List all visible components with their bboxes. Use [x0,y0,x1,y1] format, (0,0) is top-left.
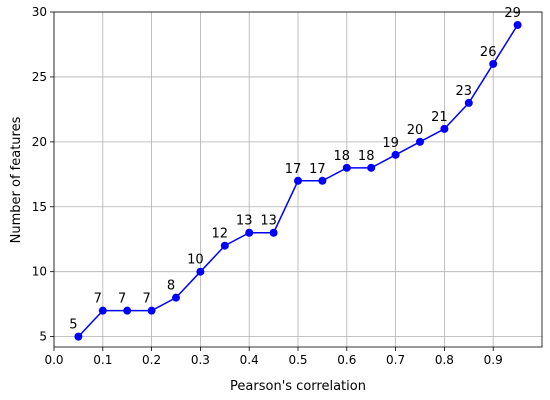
y-axis-title: Number of features [9,116,24,243]
data-label: 13 [236,214,253,229]
data-point [464,98,473,107]
x-tick-label: 0.1 [93,353,112,367]
data-label: 12 [212,227,229,242]
data-point [147,306,156,315]
data-label: 5 [69,318,77,333]
x-tick-label: 0.4 [240,353,259,367]
data-label: 13 [260,214,277,229]
x-tick-label: 0.3 [191,353,210,367]
data-point [294,176,302,185]
data-label: 20 [407,123,424,138]
data-point [318,176,327,185]
data-point [245,228,254,237]
y-tick-label: 15 [32,200,47,214]
data-label: 23 [456,84,473,99]
x-tick-label: 0.2 [142,353,161,367]
data-label: 7 [118,292,126,307]
data-label: 8 [167,279,175,294]
data-points [74,20,522,341]
y-axis-ticks: 5 10 15 20 25 30 [32,5,54,344]
data-label: 7 [94,292,102,307]
data-label: 10 [187,253,204,268]
data-label: 7 [142,292,150,307]
data-point [489,59,498,68]
y-tick-label: 5 [39,330,47,344]
data-label: 19 [382,136,399,151]
data-point [513,20,522,29]
x-axis-title: Pearson's correlation [230,379,366,394]
data-point [123,306,132,315]
data-label: 17 [285,162,302,177]
x-tick-label: 0.0 [44,353,63,367]
data-label: 18 [334,149,351,164]
data-point [74,332,83,341]
x-tick-label: 0.6 [337,353,356,367]
data-point [416,137,424,146]
data-point [391,150,400,159]
data-point [342,163,351,172]
data-labels: 5 7 7 7 8 10 12 13 13 17 17 18 18 19 20 21 23 26 29 [69,6,521,333]
data-point [367,163,376,172]
data-point [269,228,278,237]
data-label: 18 [358,149,375,164]
data-point [220,241,229,250]
plot-area-frame [53,11,543,348]
data-point [440,124,449,133]
data-label: 21 [431,110,448,125]
data-label: 26 [480,45,497,60]
y-tick-label: 30 [32,5,47,19]
data-point [98,306,107,315]
data-label: 29 [504,6,521,21]
x-axis-ticks: 0.0 0.1 0.2 0.3 0.4 0.5 0.6 0.7 0.8 0.9 [44,347,503,367]
y-tick-label: 25 [32,70,47,84]
data-point [196,267,205,276]
data-label: 17 [309,162,326,177]
x-tick-label: 0.5 [288,353,307,367]
y-tick-label: 10 [32,265,47,279]
x-tick-label: 0.7 [386,353,405,367]
y-tick-label: 20 [32,135,47,149]
data-point [172,293,180,302]
x-tick-label: 0.9 [484,353,503,367]
x-tick-label: 0.8 [435,353,454,367]
